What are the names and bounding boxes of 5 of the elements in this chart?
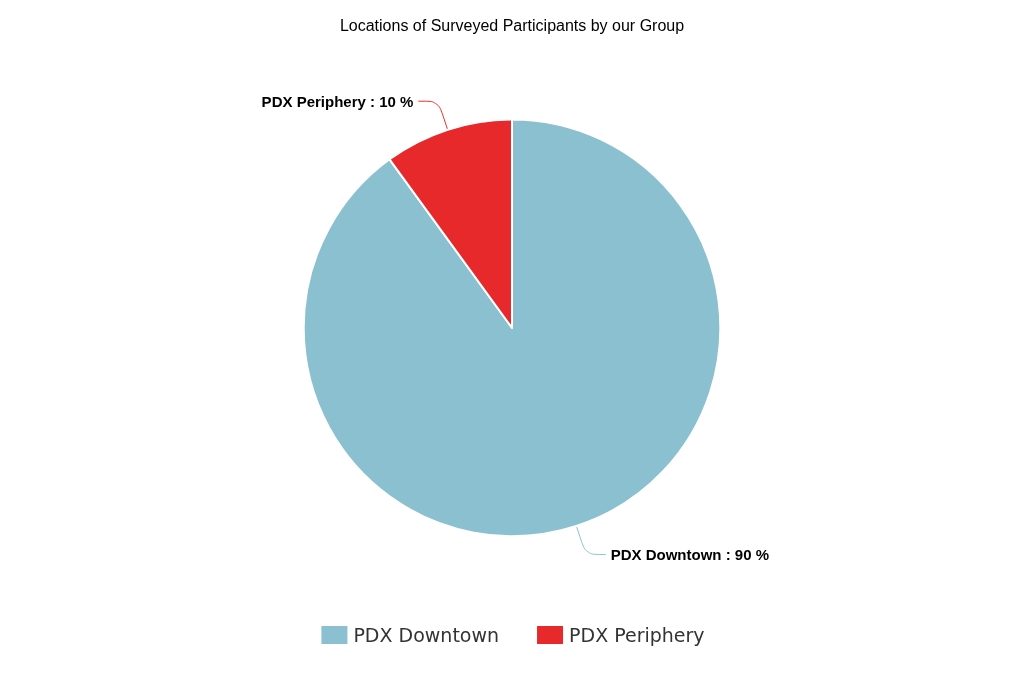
data-label: PDX Periphery : 10 % xyxy=(261,92,414,110)
chart-title: Locations of Surveyed Participants by our Group xyxy=(339,16,685,34)
legend-label: PDX Periphery xyxy=(569,624,705,646)
legend-label: PDX Downtown xyxy=(353,624,500,646)
data-label: PDX Downtown : 90 % xyxy=(610,545,769,563)
